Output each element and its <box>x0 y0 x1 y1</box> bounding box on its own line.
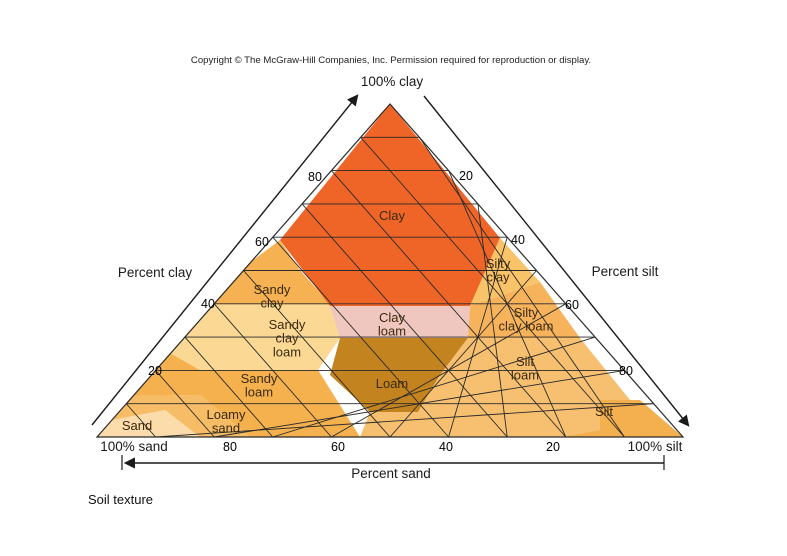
apex-label-silt: 100% silt <box>628 439 683 454</box>
grid-line <box>301 203 508 438</box>
region-loam <box>330 338 468 412</box>
clay-tick-80: 80 <box>308 170 322 184</box>
region-label-loamy-sand: Loamy sand <box>206 407 246 436</box>
region-label-sandy-clay-loam: Sandy clay loam <box>269 317 306 359</box>
silt-tick-80: 80 <box>619 364 633 378</box>
region-loamy-sand <box>112 395 250 437</box>
grid-line <box>418 137 625 438</box>
region-silty-clay-loam <box>468 282 580 338</box>
grid-line <box>272 236 449 438</box>
grid-line <box>125 403 156 438</box>
triangle-outline <box>95 103 685 438</box>
grid-line <box>477 203 508 438</box>
region-label-loam: Loam <box>376 376 409 391</box>
region-label-silty-clay: Silty clay <box>486 256 511 285</box>
clay-tick-60: 60 <box>255 235 269 249</box>
silt-tick-20: 20 <box>459 169 473 183</box>
region-sandy-clay <box>210 240 330 304</box>
grid-line <box>184 336 274 438</box>
apex-label-clay: 100% clay <box>361 74 424 89</box>
region-label-clay: Clay <box>379 208 406 223</box>
region-label-silt: Silt <box>595 404 613 419</box>
grid-line <box>243 270 391 438</box>
clay-tick-20: 20 <box>148 364 162 378</box>
region-sandy-loam <box>132 353 360 437</box>
texture-regions <box>97 104 683 437</box>
grid-line <box>331 170 567 438</box>
axis-title-clay: Percent clay <box>118 265 193 280</box>
sand-tick-20: 20 <box>546 440 560 454</box>
region-clay-loam <box>330 306 470 338</box>
region-label-sandy-loam: Sandy loam <box>241 371 278 400</box>
apex-label-sand: 100% sand <box>100 439 168 454</box>
clay-tick-40: 40 <box>201 297 215 311</box>
region-label-silty-clay-loam: Silty clay loam <box>499 305 554 334</box>
region-labels: Clay Sandy clay Silty clay Clay loam Sandy c… <box>122 208 614 436</box>
figure-caption: Soil texture <box>88 492 154 507</box>
region-silt-loam <box>360 338 630 437</box>
grid-lines <box>125 136 654 438</box>
region-label-sand: Sand <box>122 418 152 433</box>
grid-line <box>360 137 625 438</box>
region-silty-clay <box>470 238 540 306</box>
region-sand <box>97 410 200 437</box>
sand-tick-60: 60 <box>331 440 345 454</box>
silt-tick-60: 60 <box>565 298 579 312</box>
region-clay <box>280 104 500 306</box>
clay-axis-arrow <box>91 94 359 426</box>
sand-tick-80: 80 <box>223 440 237 454</box>
grid-line <box>213 303 332 438</box>
region-label-clay-loam: Clay loam <box>378 310 406 339</box>
grid-line <box>389 270 537 438</box>
region-label-sandy-clay: Sandy clay <box>254 282 291 311</box>
silt-tick-40: 40 <box>511 233 525 247</box>
axis-title-silt: Percent silt <box>592 264 659 279</box>
region-silt <box>560 400 683 437</box>
region-label-silt-loam: Silt loam <box>511 354 539 383</box>
copyright-notice: Copyright © The McGraw-Hill Companies, I… <box>191 55 591 66</box>
sand-tick-40: 40 <box>439 440 453 454</box>
axis-title-sand: Percent sand <box>351 466 431 481</box>
silt-axis-arrow <box>423 95 690 427</box>
grid-line <box>155 370 215 438</box>
